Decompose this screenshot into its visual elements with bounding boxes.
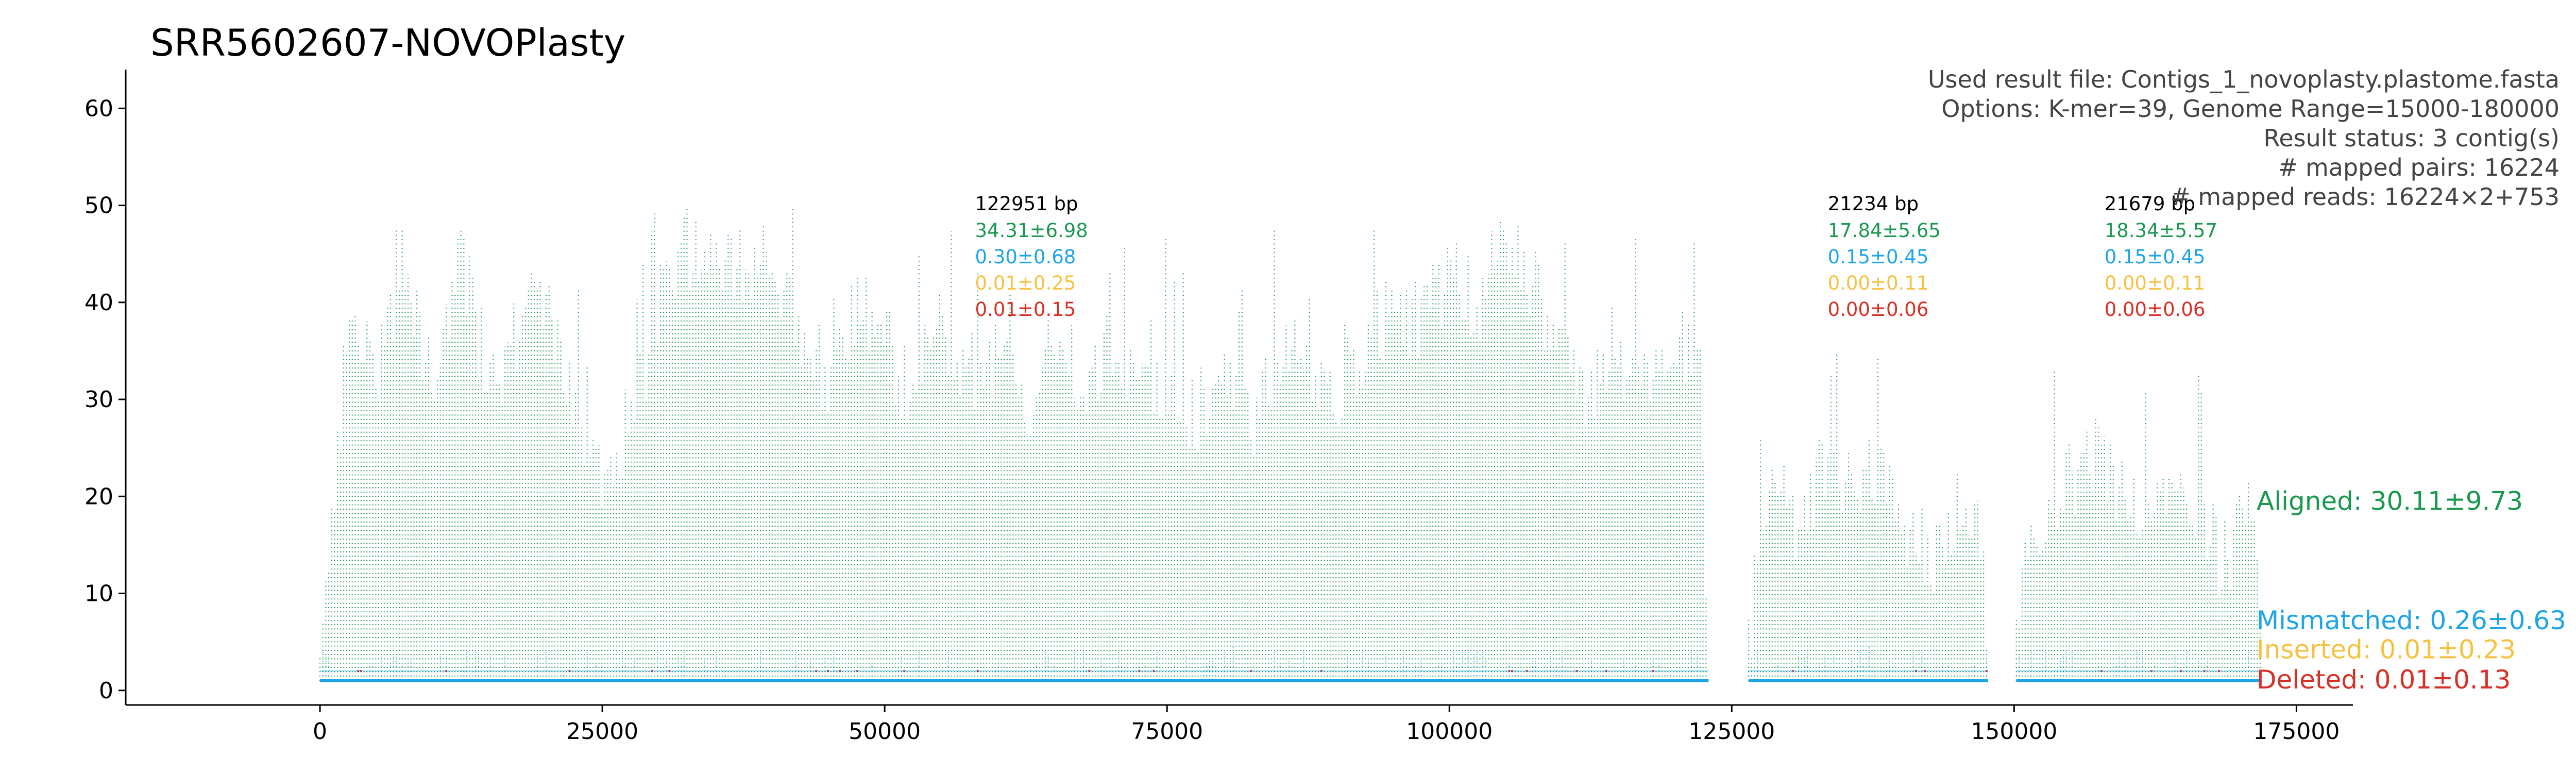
deleted-point [445,670,448,673]
deleted-point [1605,670,1607,673]
y-tick-label: 20 [84,483,113,510]
contig-annotation: 21679 bp 18.34±5.57 0.15±0.45 0.00±0.11 0.00… [2105,193,2217,321]
deleted-point [1924,670,1926,673]
deleted-point [1526,670,1528,673]
x-tick-label: 25000 [566,718,638,745]
info-line: Result status: 3 contig(s) [2263,124,2560,152]
deleted-point [1249,670,1252,673]
contig-aligned-stat: 18.34±5.57 [2105,220,2217,242]
chart-title: SRR5602607-NOVOPlasty [150,21,625,64]
deleted-point [1508,670,1511,673]
contig-mismatched-stat: 0.15±0.45 [2105,246,2206,268]
contig-length-label: 21234 bp [1828,193,1919,215]
deleted-point [1511,670,1514,673]
deleted-point [838,670,841,673]
y-tick-label: 10 [84,581,113,607]
deleted-point [1915,670,1918,673]
deleted-point [1138,670,1141,673]
contig-deleted-stat: 0.00±0.06 [2105,298,2206,321]
deleted-point [1791,670,1794,673]
plot-marks [319,208,2262,682]
contig-inserted-stat: 0.00±0.11 [1828,272,1929,294]
contig-annotation: 21234 bp 17.84±5.65 0.15±0.45 0.00±0.11 0.00… [1828,193,1941,321]
info-line: # mapped pairs: 16224 [2278,154,2560,181]
deleted-point [856,670,859,673]
x-tick-label: 150000 [1971,718,2057,745]
contig-coverage [1748,355,1988,682]
contig-inserted-stat: 0.01±0.25 [975,272,1076,294]
deleted-point [2203,670,2206,673]
contig-annotation: 122951 bp 34.31±6.98 0.30±0.68 0.01±0.25 0.0… [975,193,1088,321]
series-label-mismatched: Mismatched: 0.26±0.63 [2257,606,2566,635]
contig-inserted-stat: 0.00±0.11 [2105,272,2206,294]
deleted-point [2100,670,2103,673]
series-label-deleted: Deleted: 0.01±0.13 [2257,665,2511,695]
deleted-point [1652,670,1654,673]
deleted-point [1575,670,1578,673]
plot-axes: 0 10 20 30 40 50 60 0 25000 50000 75000 100000 12500… [84,70,2353,745]
contig-coverage [319,208,1709,682]
y-tick-label: 0 [99,678,113,704]
contig-mismatched-stat: 0.15±0.45 [1828,246,1929,268]
x-tick-label: 0 [313,718,327,745]
contig-aligned-stat: 34.31±6.98 [975,220,1088,242]
contig-length-label: 122951 bp [975,193,1078,215]
contig-coverage [2015,371,2262,682]
info-line: # mapped reads: 16224×2+753 [2171,183,2560,211]
contig-deleted-stat: 0.00±0.06 [1828,298,1929,321]
series-label-aligned: Aligned: 30.11±9.73 [2257,486,2523,516]
x-tick-label: 175000 [2253,718,2340,745]
y-tick-label: 50 [84,193,113,219]
plot-labels: 122951 bp 34.31±6.98 0.30±0.68 0.01±0.25 0.0… [975,65,2566,695]
deleted-point [1320,670,1323,673]
y-tick-label: 40 [84,290,113,316]
deleted-point [668,670,671,673]
x-tick-label: 100000 [1406,718,1493,745]
info-line: Options: K-mer=39, Genome Range=15000-18… [1941,95,2560,123]
deleted-point [903,670,906,673]
x-tick-label: 50000 [849,718,921,745]
deleted-point [815,670,818,673]
contig-length-label: 21679 bp [2105,193,2195,215]
contig-mismatched-stat: 0.30±0.68 [975,246,1076,268]
y-tick-label: 30 [84,386,113,413]
x-tick-label: 75000 [1131,718,1203,745]
deleted-point [1153,670,1155,673]
deleted-point [1985,670,1988,673]
x-tick-label: 125000 [1688,718,1775,745]
series-label-inserted: Inserted: 0.01±0.23 [2257,635,2516,665]
y-tick-label: 60 [84,95,113,122]
deleted-point [360,670,362,673]
deleted-point [568,670,571,673]
deleted-point [2179,670,2182,673]
deleted-point [976,670,979,673]
contig-deleted-stat: 0.01±0.15 [975,298,1076,321]
deleted-point [357,670,360,673]
contig-aligned-stat: 17.84±5.65 [1828,220,1941,242]
deleted-point [827,670,829,673]
deleted-point [651,670,653,673]
deleted-point [2150,670,2153,673]
info-line: Used result file: Contigs_1_novoplasty.p… [1928,65,2560,93]
deleted-point [1088,670,1091,673]
deleted-point [2218,670,2221,673]
